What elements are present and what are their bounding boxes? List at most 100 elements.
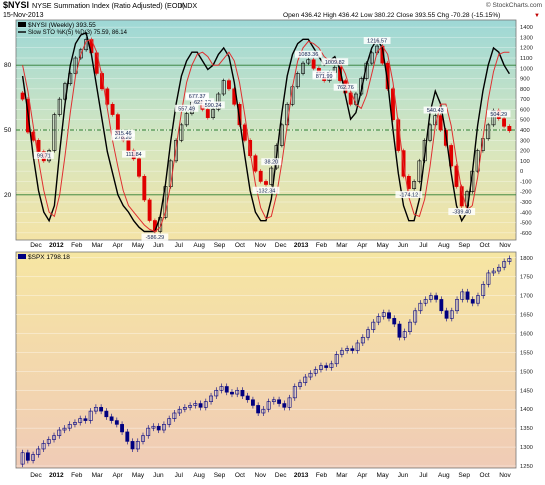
spx-candle bbox=[418, 302, 423, 312]
spx-candle bbox=[146, 427, 151, 437]
x-tick-label: 2013 bbox=[294, 242, 309, 249]
spx-candle bbox=[402, 331, 407, 338]
spx-candle bbox=[271, 399, 276, 402]
nysi-x-axis: Dec 2012 Feb Mar Apr May Jun Jul Aug Sep Oct Nov Dec… bbox=[30, 242, 511, 249]
spx-candle bbox=[277, 399, 282, 404]
spx-candle bbox=[329, 363, 334, 368]
spx-candle bbox=[397, 323, 402, 338]
nysi-candle bbox=[306, 59, 311, 64]
spx-candle bbox=[339, 350, 344, 355]
nysi-y-tick: 900 bbox=[520, 77, 530, 83]
annotation-bg bbox=[33, 151, 54, 159]
spx-candle bbox=[423, 299, 428, 304]
nysi-candle bbox=[253, 155, 258, 172]
spx-gridlines bbox=[16, 257, 516, 467]
spx-candle bbox=[20, 452, 25, 465]
header-exchange: INDX bbox=[180, 1, 197, 10]
spx-candle bbox=[214, 389, 219, 397]
nysi-candle bbox=[227, 80, 231, 90]
annotation-bg bbox=[363, 37, 391, 45]
spx-candle bbox=[230, 391, 234, 395]
spx-candle bbox=[209, 395, 213, 402]
spx-candle bbox=[507, 258, 512, 262]
nysi-candle bbox=[264, 181, 268, 185]
annotation-bg bbox=[111, 133, 135, 141]
nysi-y-tick: 1300 bbox=[520, 35, 533, 41]
x-tick-label: Jun bbox=[153, 242, 164, 249]
spx-y-tick: 1700 bbox=[520, 294, 533, 300]
spx-y-tick: 1600 bbox=[520, 332, 533, 338]
spx-candle bbox=[62, 427, 67, 431]
spx-y-tick: 1800 bbox=[520, 256, 533, 262]
x-tick-label: Nov bbox=[499, 242, 511, 249]
spx-candles bbox=[20, 255, 512, 468]
nysi-annotation: 1009.82 bbox=[325, 60, 345, 66]
spx-y-tick: 1750 bbox=[520, 275, 533, 281]
spx-candle bbox=[182, 407, 187, 410]
nysi-candle bbox=[100, 73, 104, 90]
nysi-annotation: -132.34 bbox=[257, 188, 276, 194]
sto-level-label: 80 bbox=[4, 62, 12, 69]
x-tick-label: Mar bbox=[92, 472, 104, 479]
nysi-y-tick: 500 bbox=[520, 118, 530, 124]
spx-candle bbox=[481, 283, 486, 296]
spx-candle bbox=[130, 441, 135, 450]
nysi-y-tick: -100 bbox=[520, 179, 532, 185]
spx-candle bbox=[156, 425, 161, 431]
spx-candle bbox=[78, 418, 83, 423]
x-tick-label: Feb bbox=[316, 472, 328, 479]
spx-candle bbox=[114, 420, 119, 425]
spx-candle bbox=[292, 386, 297, 399]
nysi-annotation: 111.84 bbox=[126, 152, 142, 158]
nysi-candle bbox=[269, 167, 274, 185]
nysi-annotation: 278.20 bbox=[115, 135, 132, 141]
spx-candle bbox=[57, 429, 62, 437]
spx-candle bbox=[261, 408, 266, 414]
spx-candle bbox=[31, 454, 36, 461]
nysi-candle bbox=[369, 52, 374, 64]
x-tick-label: Feb bbox=[71, 242, 83, 249]
nysi-candle bbox=[258, 170, 263, 182]
nysi-y-tick: -600 bbox=[520, 231, 532, 237]
nysi-y-tick: 600 bbox=[520, 107, 530, 113]
x-tick-label: 2012 bbox=[49, 472, 64, 479]
nysi-annotation: 1083.36 bbox=[298, 52, 318, 58]
x-tick-label: 2013 bbox=[294, 472, 309, 479]
nysi-annotation: -586.29 bbox=[146, 235, 165, 241]
x-tick-label: Nov bbox=[255, 242, 267, 249]
spx-candle bbox=[193, 403, 198, 406]
x-tick-label: Jun bbox=[398, 242, 409, 249]
nysi-candle bbox=[412, 181, 417, 189]
annotation-bg bbox=[448, 208, 476, 216]
nysi-candle bbox=[438, 115, 443, 131]
spx-candle bbox=[465, 291, 470, 300]
nysi-y-tick: 300 bbox=[520, 138, 530, 144]
x-tick-label: Jul bbox=[419, 242, 428, 249]
spx-candle bbox=[449, 310, 454, 319]
x-tick-label: Mar bbox=[336, 242, 348, 249]
spx-y-tick: 1650 bbox=[520, 313, 533, 319]
sto-level-labels: 80 50 20 bbox=[4, 62, 12, 199]
nysi-y-tick: 200 bbox=[520, 149, 530, 155]
nysi-candle bbox=[502, 118, 507, 127]
nysi-candle bbox=[475, 150, 480, 172]
x-tick-label: Apr bbox=[113, 242, 124, 249]
nysi-annotation: 1216.57 bbox=[367, 39, 387, 45]
x-tick-label: Dec bbox=[30, 242, 42, 249]
x-tick-label: Oct bbox=[480, 472, 490, 479]
spx-candle bbox=[313, 369, 318, 374]
spx-candle bbox=[41, 442, 46, 450]
x-tick-label: Jul bbox=[419, 472, 428, 479]
spx-y-tick: 1250 bbox=[520, 464, 533, 470]
spx-candle bbox=[256, 405, 261, 414]
nysi-candle bbox=[52, 114, 57, 151]
x-tick-label: Dec bbox=[275, 472, 287, 479]
x-tick-label: Apr bbox=[357, 472, 368, 479]
spx-candle bbox=[245, 395, 250, 401]
legend-swatch-nysi bbox=[18, 22, 26, 27]
nysi-candle bbox=[486, 124, 491, 140]
spx-candle bbox=[83, 418, 88, 421]
nysi-candle bbox=[110, 103, 115, 115]
spx-candle bbox=[491, 270, 496, 274]
